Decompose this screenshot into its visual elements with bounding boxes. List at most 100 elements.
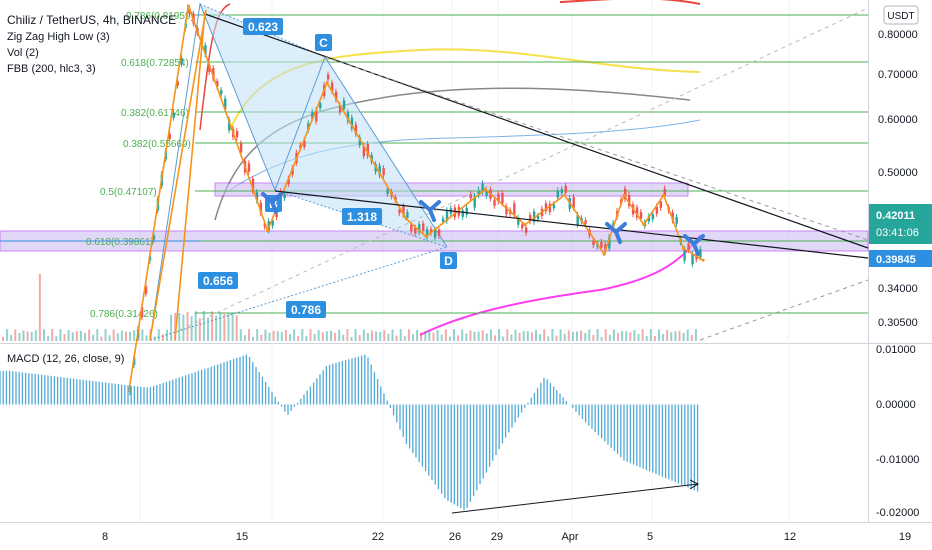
indicator-vol-label[interactable]: Vol (2) <box>7 47 39 59</box>
indicator-fbb-label[interactable]: FBB (200, hlc3, 3) <box>7 63 96 75</box>
candle-body <box>224 98 227 110</box>
candle-body <box>402 205 405 215</box>
candle-body <box>461 210 465 217</box>
volume-bar <box>92 334 95 341</box>
volume-bar <box>223 313 226 341</box>
volume-bar <box>47 335 50 341</box>
volume-bar <box>2 337 4 341</box>
candle-body <box>445 210 449 221</box>
candle-body <box>418 224 421 233</box>
candle-body <box>485 190 488 197</box>
volume-bar <box>543 329 546 341</box>
volume-bar <box>284 330 287 341</box>
volume-bar <box>612 329 615 341</box>
volume-bar <box>256 329 259 341</box>
volume-bar <box>280 332 283 341</box>
volume-bar <box>330 330 332 341</box>
volume-bar <box>694 329 697 341</box>
candle-body <box>532 211 536 222</box>
volume-bar <box>506 329 509 341</box>
volume-bar <box>231 312 234 341</box>
volume-bar <box>55 336 58 341</box>
candle-body <box>675 216 678 224</box>
volume-bar <box>22 330 25 341</box>
candle-body <box>216 81 219 87</box>
time-tick-label: 8 <box>102 531 108 543</box>
volume-bar <box>59 329 62 341</box>
candle-body <box>422 223 425 231</box>
candle-body <box>691 253 694 265</box>
volume-bar <box>100 336 103 341</box>
time-axis[interactable]: 8 15 22 26 29 Apr 5 12 19 <box>102 531 911 543</box>
candle-body <box>473 195 476 208</box>
volume-bar <box>317 330 320 341</box>
currency-badge[interactable]: USDT <box>883 5 919 25</box>
volume-bar <box>522 330 525 341</box>
macd-tick-label: -0.02000 <box>876 507 919 519</box>
ratio-label-bg <box>243 18 283 35</box>
volume-bar <box>125 331 127 341</box>
volume-bar <box>530 332 533 341</box>
price-tick-label: 0.70000 <box>878 69 918 81</box>
candle-body <box>655 206 659 214</box>
zigzag-point <box>602 252 606 256</box>
candle-body <box>220 90 223 95</box>
volume-bar <box>489 329 492 341</box>
volume-bar <box>424 331 427 341</box>
candle-body <box>521 224 524 229</box>
price-axis[interactable]: 0.800000.700000.600000.500000.440000.340… <box>869 29 932 519</box>
descending-support-trendline <box>274 190 869 259</box>
volume-bar <box>662 334 665 341</box>
fib-label: 0.5(0.47107) <box>100 187 157 198</box>
candle-body <box>247 163 251 172</box>
symbol-title[interactable]: Chiliz / TetherUS, 4h, BINANCE <box>7 13 176 27</box>
candle-body <box>627 195 631 207</box>
volume-bar <box>346 329 349 341</box>
volume-bar <box>30 332 33 341</box>
volume-bar <box>358 335 361 341</box>
candle-body <box>338 105 342 113</box>
candle-body <box>505 206 508 215</box>
fib-label: 0.618(0.39861) <box>86 237 154 248</box>
support-price-text: 0.39845 <box>876 254 916 266</box>
volume-bar <box>428 330 431 341</box>
candle-body <box>608 237 611 249</box>
candle-body <box>172 112 175 118</box>
volume-bar <box>334 332 337 341</box>
zigzag-point <box>325 81 329 85</box>
volume-bar <box>526 331 529 341</box>
volume-bar <box>243 335 246 341</box>
volume-bar <box>481 330 484 341</box>
candle-body <box>699 249 702 258</box>
volume-bar <box>580 330 583 341</box>
volume-bar <box>34 330 37 341</box>
fib-label: 0.382(0.55669) <box>123 139 191 150</box>
volume-bar <box>211 311 214 341</box>
volume-bar <box>551 329 554 341</box>
candle-body <box>544 203 548 212</box>
candle-body <box>251 178 255 191</box>
candle-body <box>453 207 457 218</box>
volume-bar <box>313 333 316 341</box>
volume-bar <box>399 329 402 341</box>
fib-label: 0.786(0.31426) <box>90 309 158 320</box>
volume-bar <box>26 331 29 341</box>
indicator-zigzag-label[interactable]: Zig Zag High Low (3) <box>7 31 110 43</box>
volume-bar <box>403 336 406 341</box>
macd-label[interactable]: MACD (12, 26, close, 9) <box>7 353 124 365</box>
macd-histogram <box>0 354 700 514</box>
volume-bar <box>473 331 476 341</box>
volume-bar <box>494 335 496 341</box>
candle-body <box>406 212 409 218</box>
candle-body <box>342 100 346 110</box>
point-label-bg <box>315 34 332 51</box>
volume-bar <box>559 329 562 341</box>
volume-bar <box>604 329 607 341</box>
volume-bar <box>153 336 156 341</box>
volume-bar <box>674 331 677 341</box>
price-tick-label: 0.30500 <box>878 317 918 329</box>
macd-tick-label: 0.00000 <box>876 399 916 411</box>
ratio-label: 0.623 <box>248 20 278 34</box>
